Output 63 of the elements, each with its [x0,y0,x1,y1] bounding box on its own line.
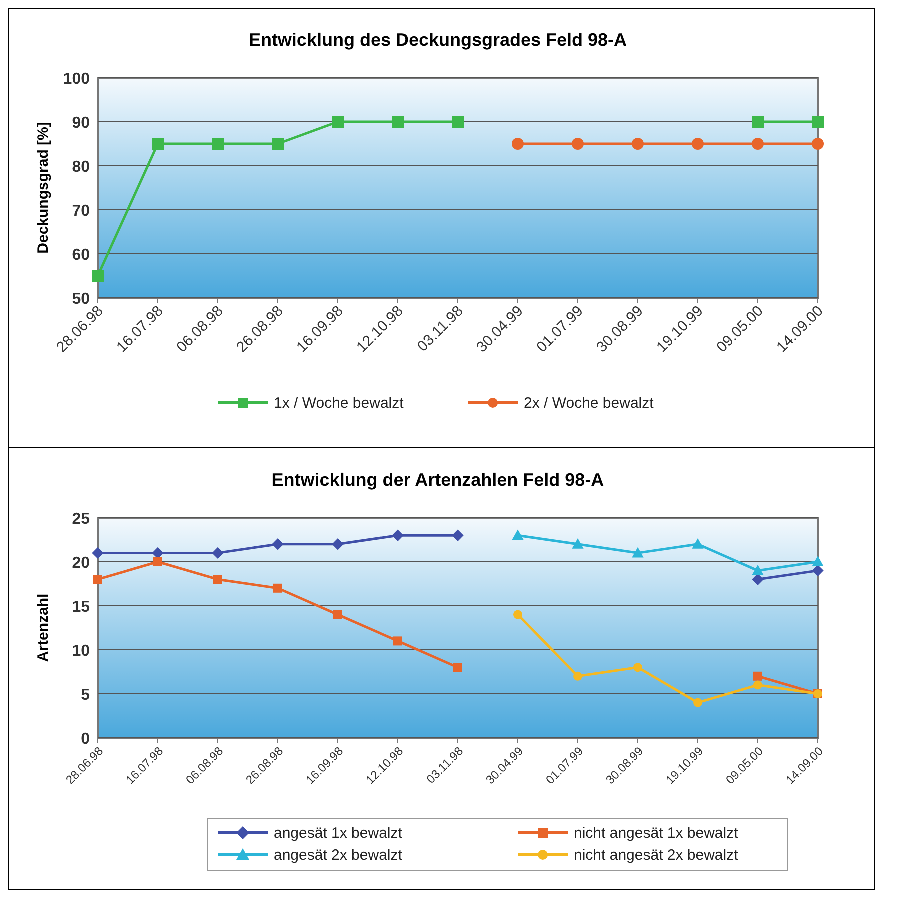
y-tick-label: 70 [72,203,90,220]
y-tick-label: 25 [72,511,90,528]
point [812,138,824,150]
point [754,672,762,681]
point [334,610,342,620]
y-tick-label: 0 [81,731,90,748]
y-tick-label: 20 [72,555,90,572]
y-tick-label: 80 [72,159,90,176]
point [214,575,222,584]
point [92,270,104,282]
point [392,530,404,542]
point [272,138,284,150]
point [274,584,282,593]
legend-label: angesät 1x bewalzt [274,825,404,842]
y-axis-title: Deckungsgrad [%] [35,122,52,254]
point [92,547,104,560]
point [812,556,824,566]
point [632,547,644,558]
y-axis-title: Artenzahl [35,594,52,662]
legend-label: nicht angesät 1x bewalzt [574,825,740,842]
point [572,138,584,150]
point [394,636,402,646]
y-tick-label: 5 [81,687,90,704]
point [752,116,764,128]
legend-label: 1x / Woche bewalzt [274,395,405,412]
point [452,116,464,128]
point [332,116,344,128]
point [754,680,762,690]
point [692,538,704,549]
y-tick-label: 90 [72,115,90,132]
y-tick-label: 10 [72,643,90,660]
point [272,538,284,550]
y-tick-label: 15 [72,599,90,616]
point [332,538,344,550]
point [212,547,224,560]
point [154,558,162,566]
y-tick-label: 50 [72,291,90,308]
legend-label: 2x / Woche bewalzt [524,395,655,412]
point [752,574,764,586]
y-tick-label: 100 [63,71,90,88]
point [452,530,464,542]
point [634,663,642,672]
legend-label: nicht angesät 2x bewalzt [574,847,740,864]
point [454,663,462,672]
point [94,575,102,584]
legend-label: angesät 2x bewalzt [274,847,404,864]
point [694,698,702,708]
y-tick-label: 60 [72,247,90,264]
point [812,116,824,128]
point [752,138,764,150]
point [512,138,524,150]
point [514,610,522,620]
point [632,138,644,150]
chart-title: Entwicklung des Deckungsgrades Feld 98-A [248,30,628,50]
point [574,672,582,681]
point [692,138,704,150]
point [512,530,524,540]
point [752,564,764,576]
chart-title: Entwicklung der Artenzahlen Feld 98-A [272,470,604,490]
point [212,138,224,150]
point [572,538,584,549]
point [152,138,164,150]
point [392,116,404,128]
